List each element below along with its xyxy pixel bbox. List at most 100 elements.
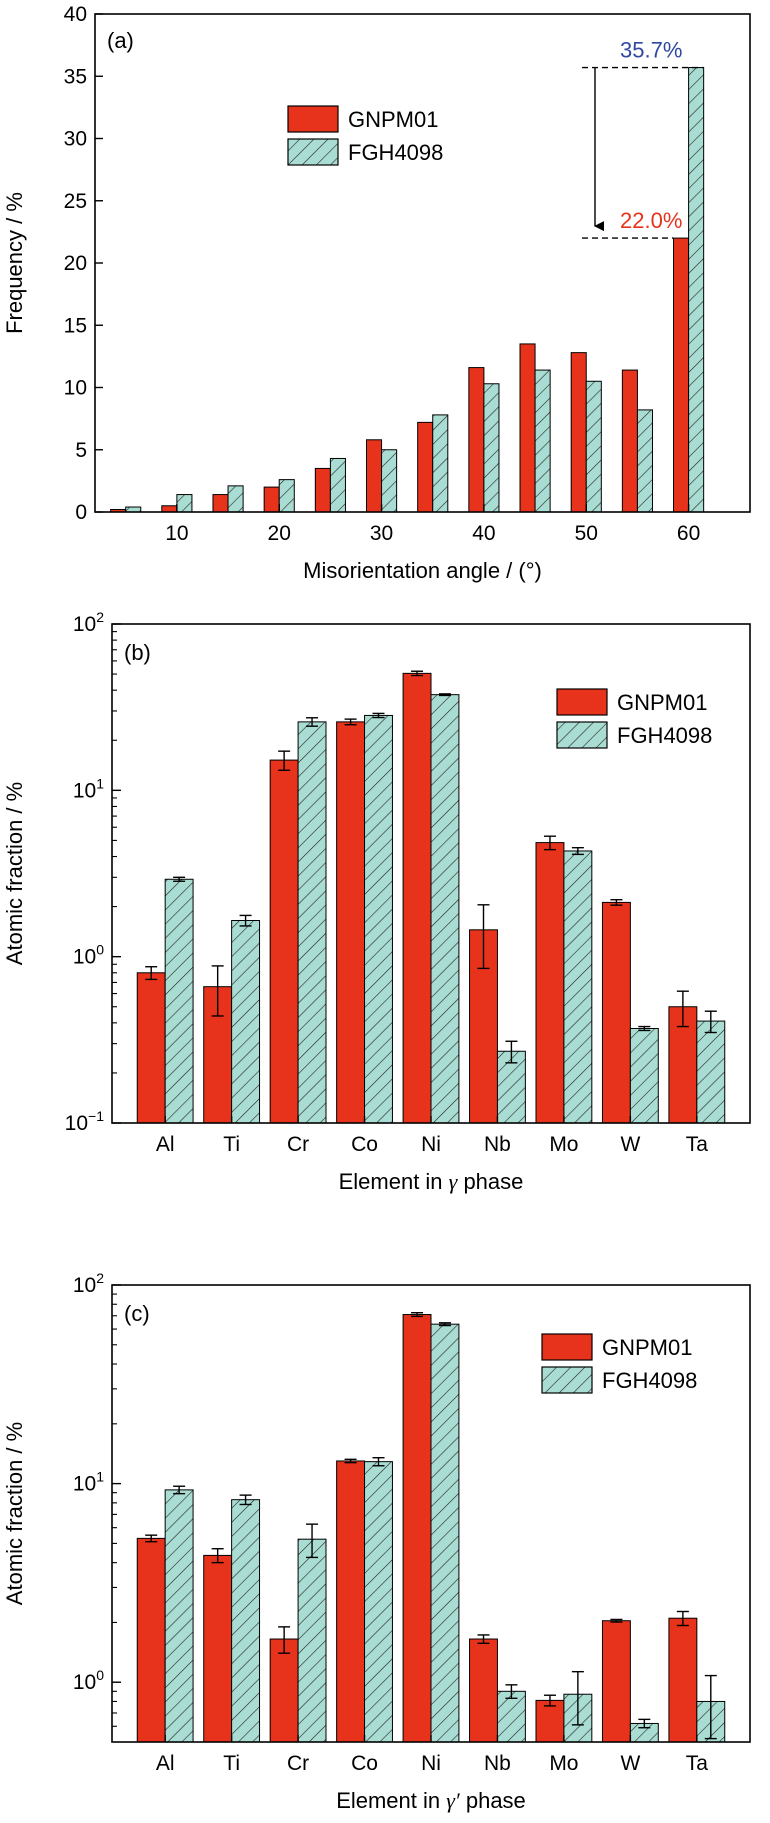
y-tick-label: 102 bbox=[73, 609, 104, 636]
x-tick-label: 60 bbox=[677, 522, 700, 545]
bar-gnpm01 bbox=[673, 237, 690, 513]
x-axis-label: Misorientation angle / (°) bbox=[303, 558, 542, 583]
bar-gnpm01 bbox=[468, 367, 485, 513]
x-tick-label: W bbox=[620, 1133, 640, 1156]
bar-gnpm01 bbox=[417, 421, 434, 513]
bar-gnpm01 bbox=[402, 1314, 432, 1743]
panel-b-chart: Al Ti Cr Co Ni Nb Mo W Ta 10−1 100 101 102 Element in… bbox=[2, 609, 751, 1194]
x-tick-label: 50 bbox=[575, 522, 598, 545]
x-tick-label: Co bbox=[351, 1752, 378, 1775]
bar-gnpm01 bbox=[601, 1620, 631, 1743]
y-tick-label: 101 bbox=[73, 775, 104, 802]
legend-label: GNPM01 bbox=[348, 107, 438, 132]
legend: GNPM01 FGH4098 bbox=[541, 1333, 697, 1394]
plot-frame bbox=[111, 623, 751, 1124]
bar-gnpm01 bbox=[365, 439, 383, 513]
y-tick-label: 100 bbox=[73, 1667, 104, 1694]
bar-gnpm01 bbox=[136, 1537, 166, 1743]
bar-fgh4098 bbox=[688, 67, 705, 513]
annotation-label: 22.0% bbox=[620, 208, 682, 233]
x-tick-label: Ni bbox=[421, 1133, 441, 1156]
annotation-label: 35.7% bbox=[620, 38, 682, 63]
bar-fgh4098 bbox=[585, 380, 602, 513]
panel-label: (b) bbox=[124, 640, 151, 665]
bar-gnpm01 bbox=[136, 972, 166, 1124]
x-tick-label: Al bbox=[156, 1752, 175, 1775]
x-tick-label: W bbox=[620, 1752, 640, 1775]
bar-gnpm01 bbox=[203, 1554, 233, 1743]
bar-gnpm01 bbox=[269, 1638, 299, 1743]
bar-gnpm01 bbox=[336, 1460, 366, 1743]
bar-gnpm01 bbox=[269, 759, 299, 1124]
y-tick-label: 100 bbox=[73, 942, 104, 969]
y-tick-label: 102 bbox=[73, 1270, 104, 1297]
y-tick-label: 0 bbox=[75, 501, 87, 524]
bar-gnpm01 bbox=[535, 1699, 565, 1743]
y-axis-label: Atomic fraction / % bbox=[2, 1422, 27, 1605]
bar-fgh4098 bbox=[297, 721, 327, 1124]
bar-gnpm01 bbox=[336, 721, 366, 1124]
legend-swatch bbox=[541, 1333, 593, 1361]
bar-fgh4098 bbox=[364, 714, 393, 1124]
bar-gnpm01 bbox=[314, 467, 331, 513]
y-axis-label: Frequency / % bbox=[2, 192, 27, 334]
legend-label: GNPM01 bbox=[602, 1335, 692, 1360]
x-axis-label: Element in γ′ phase bbox=[336, 1788, 526, 1813]
x-tick-label: Ta bbox=[686, 1752, 709, 1775]
x-axis-label: Element in γ phase bbox=[339, 1169, 524, 1194]
y-tick-label: 15 bbox=[64, 314, 87, 337]
bar-fgh4098 bbox=[696, 1020, 726, 1124]
x-tick-label: Mo bbox=[549, 1133, 578, 1156]
x-tick-label: Co bbox=[351, 1133, 378, 1156]
legend-label: FGH4098 bbox=[602, 1368, 697, 1393]
x-tick-label: Cr bbox=[287, 1133, 309, 1156]
x-tick-label: Ti bbox=[223, 1133, 240, 1156]
bar-fgh4098 bbox=[636, 409, 653, 513]
bar-fgh4098 bbox=[483, 383, 500, 513]
bar-fgh4098 bbox=[430, 694, 460, 1124]
bar-fgh4098 bbox=[164, 878, 194, 1124]
bar-fgh4098 bbox=[164, 1489, 194, 1743]
bar-fgh4098 bbox=[430, 1323, 460, 1743]
plot-frame bbox=[111, 1284, 751, 1743]
y-tick-label: 20 bbox=[64, 252, 87, 275]
bar-fgh4098 bbox=[329, 457, 346, 513]
y-tick-label: 10−1 bbox=[65, 1108, 105, 1135]
bar-fgh4098 bbox=[231, 919, 261, 1124]
legend-swatch bbox=[556, 721, 608, 749]
x-tick-label: 30 bbox=[370, 522, 393, 545]
legend-swatch bbox=[541, 1366, 593, 1394]
bar-gnpm01 bbox=[212, 494, 229, 513]
legend-label: GNPM01 bbox=[617, 690, 707, 715]
bar-fgh4098 bbox=[297, 1538, 327, 1743]
panel-a-chart: 0 5 10 15 20 25 30 35 40 10 20 30 40 50 60 Misorientati… bbox=[2, 3, 751, 583]
x-tick-label: 10 bbox=[165, 522, 188, 545]
x-tick-label: Ti bbox=[223, 1752, 240, 1775]
bar-fgh4098 bbox=[176, 494, 193, 513]
x-tick-label: Cr bbox=[287, 1752, 309, 1775]
y-tick-label: 25 bbox=[64, 190, 87, 213]
bar-gnpm01 bbox=[570, 352, 587, 513]
y-tick-label: 101 bbox=[73, 1469, 104, 1496]
y-tick-label: 30 bbox=[64, 128, 87, 151]
x-tick-label: Mo bbox=[549, 1752, 578, 1775]
bar-gnpm01 bbox=[161, 505, 178, 513]
panel-label: (a) bbox=[107, 28, 134, 53]
x-tick-label: 40 bbox=[472, 522, 495, 545]
x-tick-label: Ta bbox=[686, 1133, 709, 1156]
y-tick-label: 5 bbox=[75, 439, 87, 462]
x-tick-label: Al bbox=[156, 1133, 175, 1156]
legend-label: FGH4098 bbox=[617, 723, 712, 748]
bar-fgh4098 bbox=[534, 369, 551, 513]
bar-gnpm01 bbox=[601, 901, 631, 1124]
bar-gnpm01 bbox=[469, 1638, 498, 1743]
y-tick-label: 10 bbox=[64, 377, 87, 400]
legend: GNPM01 FGH4098 bbox=[556, 688, 712, 749]
bar-fgh4098 bbox=[227, 485, 244, 513]
x-tick-label: Ni bbox=[421, 1752, 441, 1775]
bar-gnpm01 bbox=[668, 1617, 698, 1743]
y-axis-label: Atomic fraction / % bbox=[2, 782, 27, 965]
bar-gnpm01 bbox=[535, 842, 565, 1124]
bar-fgh4098 bbox=[629, 1027, 659, 1124]
